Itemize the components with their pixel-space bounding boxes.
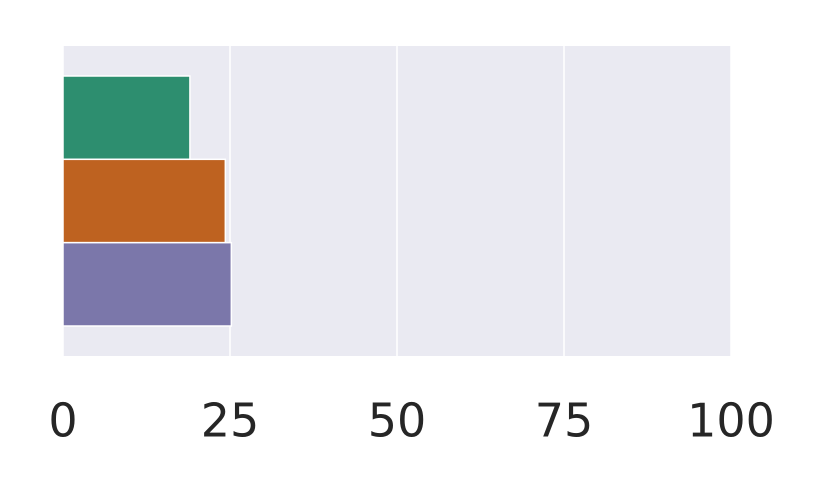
bar — [62, 158, 227, 244]
bar — [62, 75, 191, 161]
bar — [62, 241, 233, 327]
x-tick-label: 100 — [687, 394, 775, 448]
x-tick-label: 0 — [48, 394, 77, 448]
x-tick-label: 50 — [368, 394, 427, 448]
x-tick-label: 25 — [201, 394, 260, 448]
x-tick-label: 75 — [535, 394, 594, 448]
